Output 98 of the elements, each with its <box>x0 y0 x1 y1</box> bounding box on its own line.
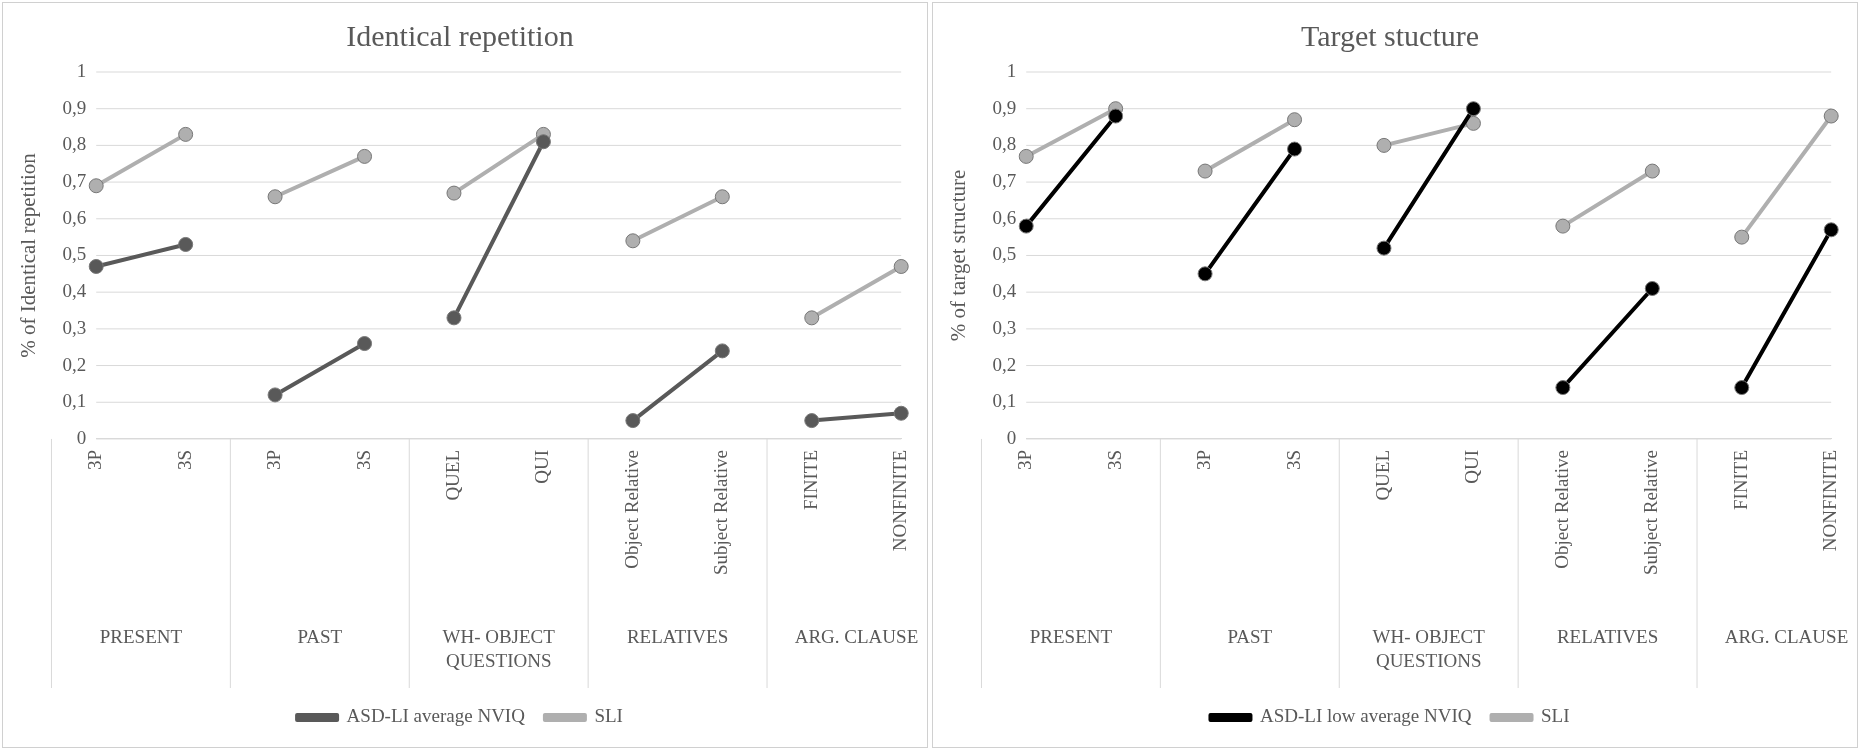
point <box>1287 112 1303 128</box>
y-tick-label: 0,2 <box>992 353 1017 375</box>
y-tick-label: 0,9 <box>62 96 87 118</box>
y-tick-label: 0,6 <box>62 206 87 228</box>
x-tick-label: Object Relative <box>1550 449 1572 569</box>
x-tick-label: 3S <box>352 449 374 471</box>
x-tick-label: QUI <box>1461 449 1483 484</box>
x-tick-label: 3S <box>173 449 195 471</box>
text: WH- OBJECT QUESTIONS <box>442 625 556 671</box>
y-tick-label: 0,7 <box>62 170 87 192</box>
x-tick-label: Subject Relative <box>1640 449 1662 576</box>
y-tick-label: 0,5 <box>62 243 87 265</box>
point <box>178 236 194 252</box>
legend-label: ASD-LI average NVIQ <box>346 705 526 727</box>
point <box>1555 218 1571 234</box>
y-tick-label: 1 <box>1006 59 1017 81</box>
y-axis-title: % of Identical repetition <box>16 152 41 358</box>
point <box>357 148 373 164</box>
point <box>1018 218 1034 234</box>
y-tick-label: 0,8 <box>62 133 87 155</box>
text: PRESENT <box>99 625 183 647</box>
point <box>267 189 283 205</box>
x-tick-label: QUI <box>531 449 553 484</box>
text: ARG. CLAUSE <box>1724 625 1849 647</box>
point <box>1287 141 1303 157</box>
x-tick-label: 3P <box>1193 449 1215 471</box>
point <box>625 233 641 249</box>
point <box>1823 108 1839 124</box>
point <box>446 310 462 326</box>
y-tick-label: 1 <box>76 59 87 81</box>
x-tick-label: 3S <box>1282 449 1304 471</box>
text: RELATIVES <box>1556 625 1659 647</box>
x-tick-label: FINITE <box>1729 449 1751 511</box>
point <box>1644 281 1660 296</box>
point <box>1734 229 1750 245</box>
text: ARG. CLAUSE <box>794 625 919 647</box>
x-tick-label: FINITE <box>799 449 821 511</box>
point <box>1376 240 1392 256</box>
y-tick-label: 0,2 <box>62 353 87 375</box>
y-tick-label: 0,3 <box>992 316 1017 338</box>
point <box>535 134 551 150</box>
chart-title: Identical repetition <box>346 18 574 52</box>
y-tick-label: 0,3 <box>62 316 87 338</box>
x-tick-label: 3P <box>84 449 106 471</box>
point <box>714 343 730 359</box>
point <box>267 387 283 403</box>
point <box>178 126 194 142</box>
point <box>1108 108 1124 124</box>
text: RELATIVES <box>626 625 729 647</box>
point <box>625 413 641 429</box>
y-tick-label: 0,7 <box>992 170 1017 192</box>
point <box>1197 163 1213 179</box>
text: WH- OBJECT QUESTIONS <box>1372 625 1486 671</box>
point <box>1465 101 1481 117</box>
point <box>357 336 373 352</box>
x-tick-label: 3P <box>263 449 285 471</box>
y-axis-title: % of target structure <box>946 169 971 342</box>
y-tick-label: 0,9 <box>992 96 1017 118</box>
point <box>1734 380 1750 396</box>
point <box>1644 163 1660 179</box>
point <box>1376 137 1392 153</box>
point <box>446 185 462 201</box>
y-tick-label: 0 <box>1006 426 1017 448</box>
x-tick-label: 3S <box>1103 449 1125 471</box>
x-tick-label: 3P <box>1014 449 1036 471</box>
legend-label: ASD-LI low average NVIQ <box>1259 705 1472 727</box>
point <box>804 413 820 429</box>
point <box>1555 380 1571 396</box>
point <box>1465 115 1481 131</box>
text: PRESENT <box>1029 625 1113 647</box>
y-tick-label: 0,8 <box>992 133 1017 155</box>
y-tick-label: 0,4 <box>992 280 1017 302</box>
x-tick-label: QUEL <box>1371 449 1393 501</box>
legend-label: SLI <box>594 705 623 727</box>
y-tick-label: 0,1 <box>992 390 1017 412</box>
text: PAST <box>297 625 343 647</box>
point <box>804 310 820 326</box>
y-tick-label: 0,1 <box>62 390 87 412</box>
y-tick-label: 0,6 <box>992 206 1017 228</box>
y-tick-label: 0,4 <box>62 280 87 302</box>
point <box>1823 222 1839 238</box>
x-tick-label: Subject Relative <box>710 449 732 576</box>
point <box>714 189 730 205</box>
point <box>1197 266 1213 282</box>
chart-title: Target stucture <box>1300 18 1480 52</box>
point <box>893 405 909 421</box>
x-tick-label: Object Relative <box>620 449 642 569</box>
x-tick-label: NONFINITE <box>1819 449 1841 552</box>
x-tick-label: QUEL <box>441 449 463 501</box>
y-tick-label: 0,5 <box>992 243 1017 265</box>
y-tick-label: 0 <box>76 426 87 448</box>
x-tick-label: NONFINITE <box>889 449 911 552</box>
text: PAST <box>1227 625 1273 647</box>
point <box>88 178 104 194</box>
point <box>893 258 909 274</box>
point <box>88 258 104 274</box>
point <box>1018 148 1034 164</box>
legend-label: SLI <box>1541 705 1570 727</box>
